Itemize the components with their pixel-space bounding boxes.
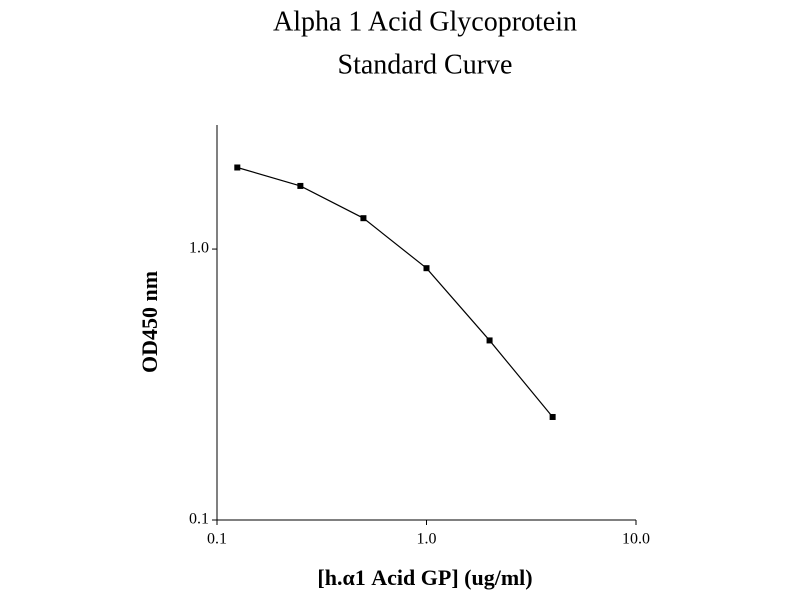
data-point [360, 215, 367, 222]
x-tick-label: 0.1 [207, 531, 227, 548]
y-tick-label: 1.0 [189, 240, 209, 257]
data-point [423, 265, 430, 272]
y-tick-label: 0.1 [189, 511, 209, 528]
data-point [486, 337, 493, 344]
x-axis-label: [h.α1 Acid GP] (ug/ml) [317, 565, 532, 590]
y-axis-label: OD450 nm [137, 271, 162, 373]
x-tick-label: 10.0 [622, 531, 650, 548]
data-line [237, 166, 554, 418]
x-tick-label: 1.0 [417, 531, 437, 548]
chart-title: Alpha 1 Acid Glycoprotein [273, 6, 577, 37]
data-point [234, 164, 241, 171]
data-point [549, 413, 556, 420]
data-point [297, 182, 304, 189]
chart-title: Standard Curve [338, 49, 513, 80]
